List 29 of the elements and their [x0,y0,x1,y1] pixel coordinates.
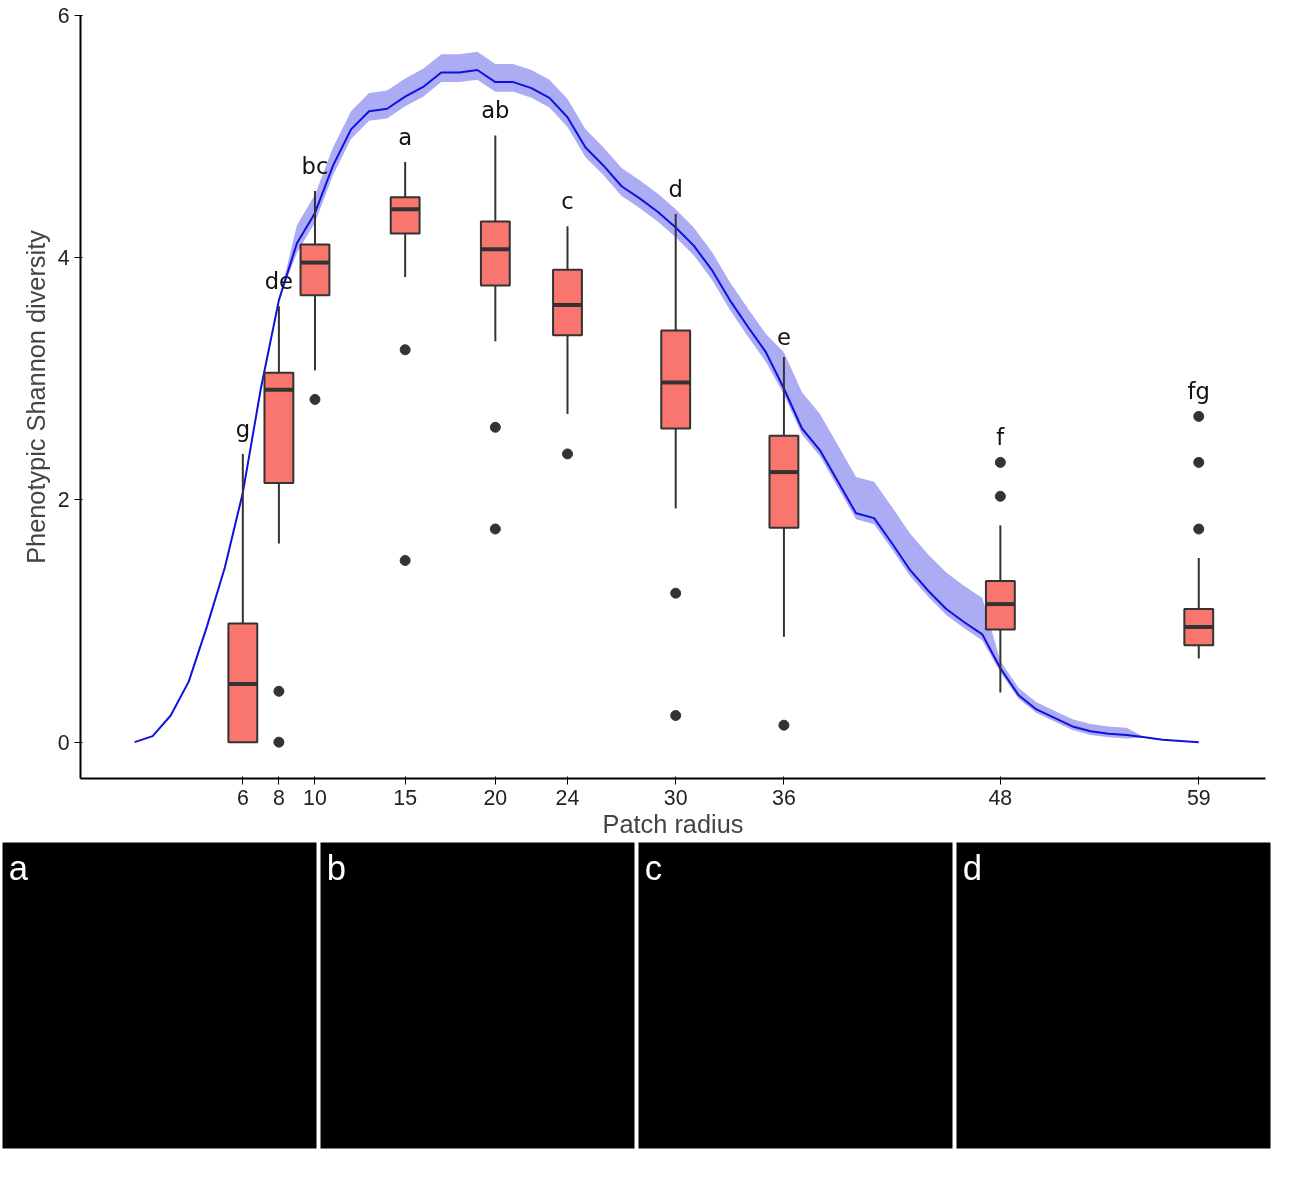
annotation: e [776,324,791,351]
text: a [8,848,29,887]
x-axis-title: Patch radius [602,809,744,838]
x-tick-label: 20 [483,785,508,810]
y-tick-label: 4 [57,246,70,271]
x-tick-label: 15 [393,785,418,810]
annotation: bc [301,153,329,180]
annotation: d [668,176,683,203]
y-tick-label: 2 [57,488,70,513]
annotation: c [561,188,574,215]
text: c [644,848,663,887]
text: b [326,848,347,887]
annotation: a [398,124,413,151]
x-tick-label: 24 [555,785,580,810]
annotation: ab [481,97,510,124]
text: d [962,848,983,887]
annotation: fg [1187,378,1210,405]
x-tick-label: 30 [663,785,688,810]
y-axis-title: Phenotypic Shannon diversity [21,229,50,564]
x-tick-label: 48 [988,785,1013,810]
y-tick-label: 0 [57,730,70,755]
x-tick-label: 10 [303,785,327,810]
annotation: f [996,424,1006,451]
x-tick-label: 6 [236,785,249,810]
x-tick-label: 8 [272,785,285,810]
annotation: g [235,415,251,442]
x-tick-label: 36 [772,785,796,810]
x-tick-label: 59 [1186,785,1211,810]
y-tick-label: 6 [57,4,70,28]
